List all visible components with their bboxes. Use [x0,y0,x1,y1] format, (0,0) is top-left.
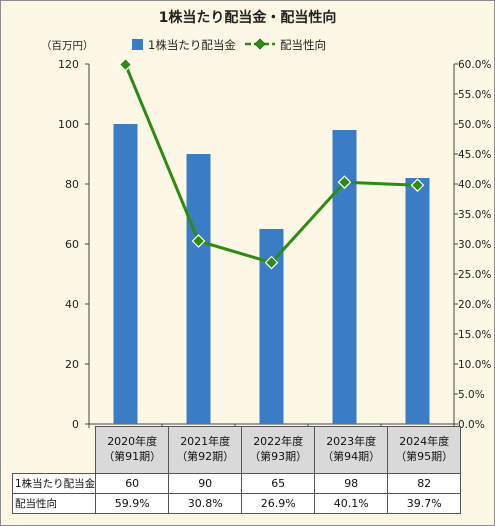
plot-area: 0 20 40 60 80 100 120 0.0% 5.0% 10.0% 15.0% 20.0% 25… [58,57,491,430]
line-point [264,255,279,270]
right-tick-label: 45.0% [458,149,491,161]
right-tick-label: 15.0% [458,329,491,341]
table-header-cell: 2023年度 （第94期） [314,426,389,474]
legend-bar-swatch [132,39,143,50]
left-tick-label: 40 [65,298,79,311]
data-table: 2020年度 （第91期） 2021年度 （第92期） 2022年度 （第93期） 2… [11,426,462,514]
bar [332,130,357,424]
category-period: （第93期） [249,450,308,463]
left-tick-label: 120 [58,58,79,71]
table-header-cell: 2024年度 （第95期） [387,426,462,474]
bar [186,154,211,424]
legend-label-payout: 配当性向 [280,38,326,52]
right-tick-label: 60.0% [458,59,491,71]
category-period: （第94期） [322,450,381,463]
bar [405,178,430,424]
line-point [410,178,425,193]
table-cell: 82 [387,473,462,494]
right-tick-label: 10.0% [458,359,491,371]
category-year: 2020年度 [107,435,158,449]
right-tick-label: 25.0% [458,269,491,281]
legend-item-payout: 配当性向 [244,37,326,53]
table-cell: 60 [95,473,170,494]
right-tick-label: 30.0% [458,239,491,251]
left-tick-label: 0 [72,418,79,430]
category-year: 2023年度 [326,435,377,449]
category-period: （第91期） [103,450,162,463]
right-tick-label: 5.0% [458,389,485,401]
table-cell: 26.9% [241,493,316,514]
chart-title: 1株当たり配当金・配当性向 [158,10,337,26]
category-year: 2021年度 [180,435,231,449]
table-header-cell: 2022年度 （第93期） [241,426,316,474]
table-cell: 30.8% [168,493,243,514]
category-period: （第92期） [176,450,235,463]
left-tick-label: 80 [65,178,79,191]
category-year: 2024年度 [399,435,450,449]
table-corner-cell [12,426,97,474]
legend-line-swatch [245,38,275,50]
line-point [337,175,352,190]
table-header-cell: 2020年度 （第91期） [95,426,170,474]
right-tick-label: 50.0% [458,119,491,131]
line-point [191,234,206,248]
table-row-label: 1株当たり配当金 [11,473,97,494]
bar [113,124,138,424]
left-tick-label: 100 [58,118,79,131]
legend-label-dividend: 1株当たり配当金 [148,38,236,52]
category-year: 2022年度 [253,435,304,449]
table-row-label: 配当性向 [11,493,97,514]
right-tick-label: 20.0% [458,299,491,311]
right-tick-label: 55.0% [458,89,491,101]
table-cell: 65 [241,473,316,494]
line-point [118,57,133,72]
legend-item-dividend: 1株当たり配当金 [132,37,236,53]
table-cell: 40.1% [314,493,389,514]
table-header-row: 2020年度 （第91期） 2021年度 （第92期） 2022年度 （第93期） 2… [12,426,462,474]
right-tick-label: 40.0% [458,179,491,191]
category-period: （第95期） [395,450,454,463]
table-cell: 39.7% [387,493,462,514]
table-cell: 59.9% [95,493,170,514]
table-row-payout: 配当性向 59.9% 30.8% 26.9% 40.1% 39.7% [11,493,462,514]
left-tick-label: 20 [65,358,79,371]
right-tick-label: 35.0% [458,209,491,221]
table-row-dividend: 1株当たり配当金 60 90 65 98 82 [11,473,462,494]
table-header-cell: 2021年度 （第92期） [168,426,243,474]
right-tick-label: 0.0% [458,419,485,430]
table-cell: 98 [314,473,389,494]
left-axis-unit: （百万円） [41,40,94,52]
table-cell: 90 [168,473,243,494]
left-tick-label: 60 [65,238,79,251]
